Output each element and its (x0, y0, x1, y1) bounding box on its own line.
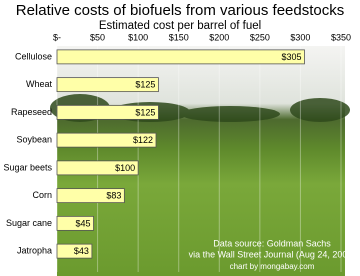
value-label: $305 (281, 52, 301, 62)
x-tick-label: $150 (169, 32, 189, 42)
bar (56, 188, 125, 204)
y-tick-label: Soybean (16, 135, 52, 145)
value-label: $125 (135, 80, 155, 90)
bar (56, 49, 305, 65)
annotation: via the Wall Street Journal (Aug 24, 200… (189, 249, 356, 259)
y-tick-label: Cellulose (15, 51, 52, 61)
value-label: $125 (135, 107, 155, 117)
x-tick-label: $250 (250, 32, 270, 42)
x-tick-label: $200 (209, 32, 229, 42)
y-tick-label: Rapeseed (11, 107, 52, 117)
value-label: $45 (75, 218, 90, 228)
y-tick-label: Sugar cane (6, 218, 52, 228)
chart-title: Relative costs of biofuels from various … (16, 2, 344, 19)
y-tick-label: Jatropha (17, 246, 52, 256)
y-tick-label: Wheat (26, 79, 53, 89)
x-tick-label: $50 (90, 32, 105, 42)
bar (56, 215, 94, 231)
bar (56, 104, 159, 120)
bar (56, 160, 139, 176)
value-label: $43 (74, 246, 89, 256)
y-tick-label: Sugar beets (3, 162, 52, 172)
bar (56, 243, 93, 259)
x-tick-label: $350 (331, 32, 351, 42)
annotation: Data source: Goldman Sachs (213, 238, 331, 248)
x-tick-label: $100 (128, 32, 148, 42)
x-tick-label: $- (53, 32, 61, 42)
annotation: chart by mongabay.com (230, 262, 315, 271)
bar (56, 132, 157, 148)
value-label: $100 (115, 163, 135, 173)
value-label: $83 (106, 191, 121, 201)
bar (56, 77, 159, 93)
x-tick-label: $300 (290, 32, 310, 42)
y-tick-label: Corn (32, 190, 52, 200)
value-label: $122 (133, 135, 153, 145)
chart-subtitle: Estimated cost per barrel of fuel (99, 20, 261, 32)
